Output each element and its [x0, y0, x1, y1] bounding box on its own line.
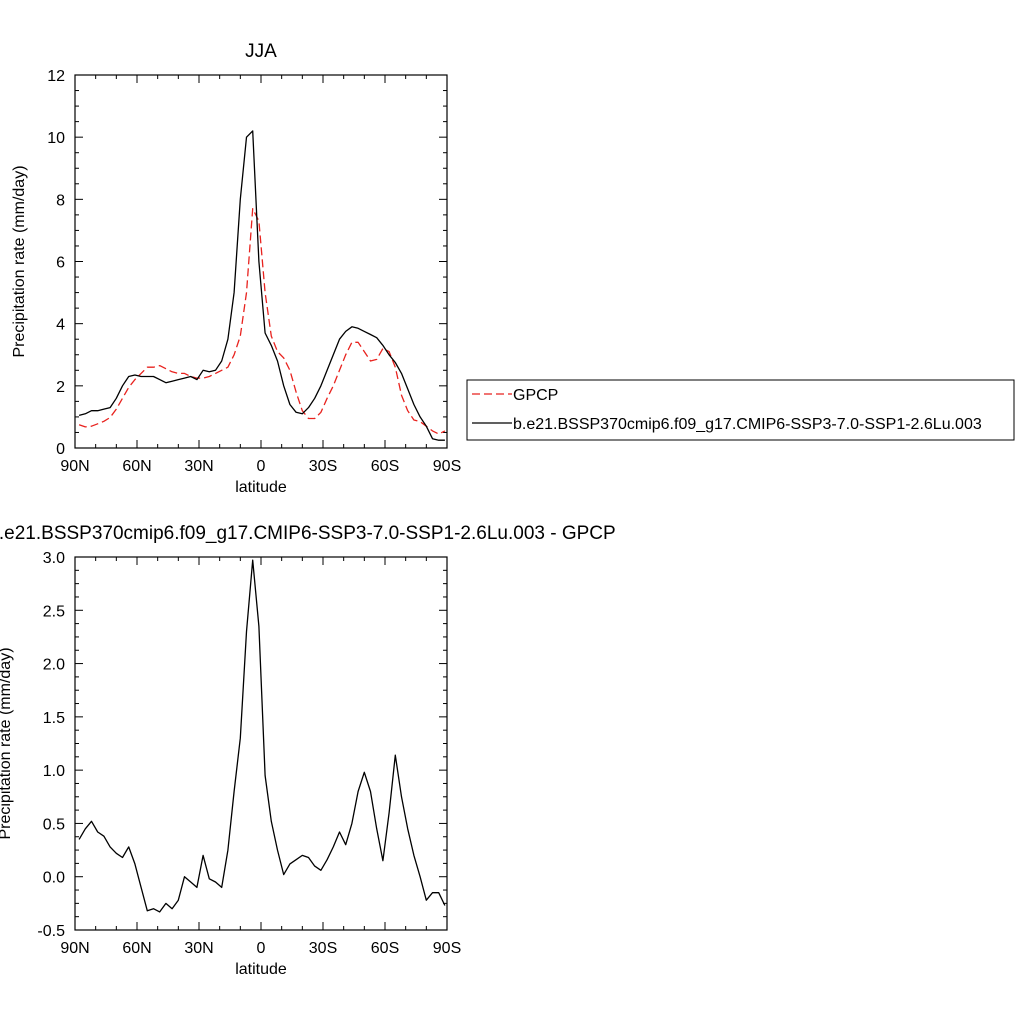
- y-tick-label: 0: [56, 441, 65, 458]
- x-tick-label: 90N: [60, 940, 89, 957]
- x-tick-label: 60N: [122, 940, 151, 957]
- legend-label-0: GPCP: [513, 387, 558, 404]
- x-tick-label: 60S: [371, 940, 399, 957]
- y-tick-label: 10: [47, 130, 65, 147]
- legend-box: [466, 379, 1015, 441]
- series-line-1: [78, 130, 445, 441]
- x-tick-label: 60N: [122, 458, 151, 475]
- y-tick-label: 1.5: [43, 710, 65, 727]
- y-tick-label: 0.0: [43, 870, 65, 887]
- y-tick-label: 12: [47, 68, 65, 85]
- y-axis-label: Precipitation rate (mm/day): [11, 165, 28, 357]
- x-tick-label: 60S: [371, 458, 399, 475]
- plot-frame: [74, 556, 448, 931]
- y-tick-label: 4: [56, 317, 65, 334]
- y-tick-label: 2.0: [43, 657, 65, 674]
- chart-title: JJA: [245, 41, 277, 62]
- y-axis-label: Precipitation rate (mm/day): [0, 647, 14, 839]
- y-tick-label: 6: [56, 255, 65, 272]
- legend: GPCP b.e21.BSSP370cmip6.f09_g17.CMIP6-SSP…: [466, 379, 1015, 441]
- x-tick-label: 0: [257, 458, 266, 475]
- y-tick-label: 8: [56, 192, 65, 209]
- y-tick-label: 1.0: [43, 763, 65, 780]
- plot-frame: [74, 74, 448, 449]
- legend-label-1: b.e21.BSSP370cmip6.f09_g17.CMIP6-SSP3-7.…: [513, 416, 982, 433]
- x-tick-label: 30N: [184, 940, 213, 957]
- x-tick-label: 0: [257, 940, 266, 957]
- chart-title: b.e21.BSSP370cmip6.f09_g17.CMIP6-SSP3-7.…: [0, 523, 616, 544]
- y-tick-label: 0.5: [43, 816, 65, 833]
- x-tick-label: 30S: [309, 940, 337, 957]
- x-tick-label: 30S: [309, 458, 337, 475]
- x-tick-label: 30N: [184, 458, 213, 475]
- series-line-0: [78, 208, 446, 435]
- x-axis-label: latitude: [235, 961, 287, 978]
- bottom-panel-difference: b.e21.BSSP370cmip6.f09_g17.CMIP6-SSP3-7.…: [0, 523, 616, 978]
- y-tick-label: 2: [56, 379, 65, 396]
- x-tick-label: 90N: [60, 458, 89, 475]
- x-axis-label: latitude: [235, 479, 287, 496]
- top-panel-jja: JJA 90N 60N 30N 0 30S 60S 90S 0 2 4 6 8 10 12 latitude P…: [11, 41, 461, 496]
- y-tick-label: 3.0: [43, 550, 65, 567]
- series-line-0: [78, 559, 446, 913]
- y-tick-label: 2.5: [43, 603, 65, 620]
- x-tick-label: 90S: [433, 940, 461, 957]
- y-tick-label: -0.5: [37, 923, 65, 940]
- x-tick-label: 90S: [433, 458, 461, 475]
